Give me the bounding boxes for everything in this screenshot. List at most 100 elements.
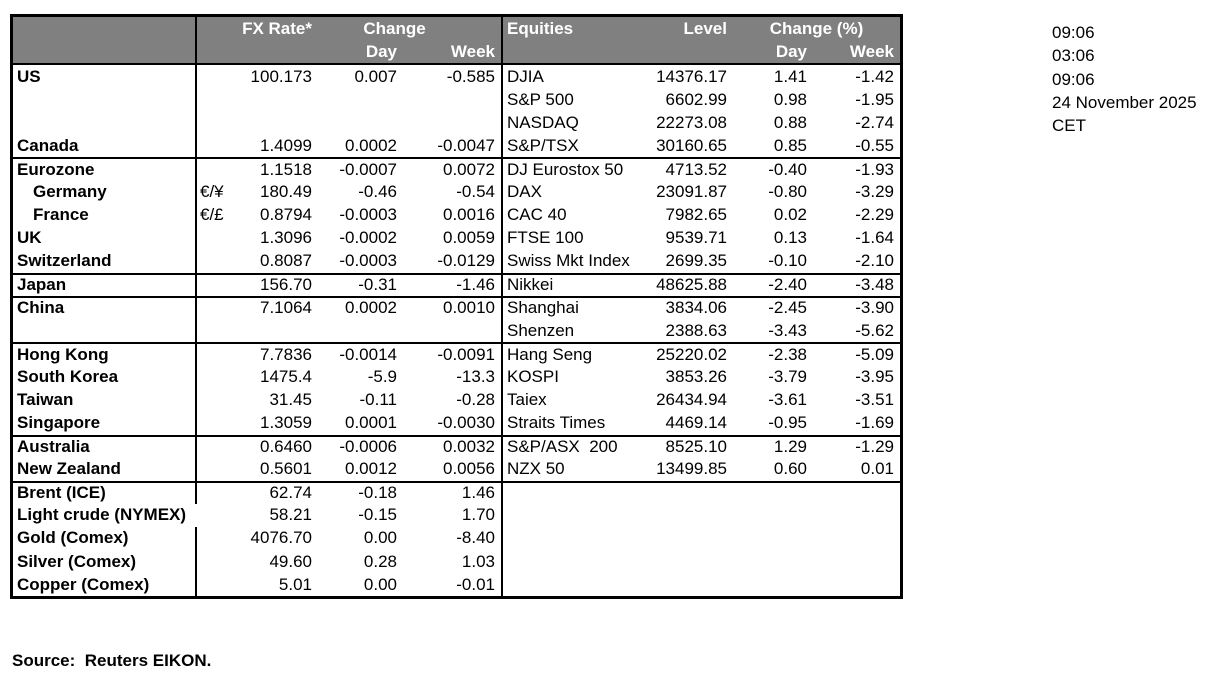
fx-week-change-cell: -0.0030 [405,411,501,434]
equity-index-cell: Nikkei [503,275,643,296]
header-eq-change: Change (%) [769,18,864,38]
currency-pair-cell [197,365,233,388]
country-label-cell: Gold (Comex) [13,526,197,550]
equities-section [501,549,900,574]
header-row-1: FX Rate* Change Equities Level Change (%… [13,17,900,40]
fx-day-change-cell-text: 0.28 [363,551,397,571]
fx-rate-cell-text: 0.6460 [260,437,312,457]
currency-pair-cell [197,250,233,273]
header-fx-change: Change [363,18,426,38]
fx-day-change-cell-text: -0.0002 [339,228,397,248]
fx-rate-cell-text: 62.74 [269,483,312,503]
equity-level-cell: 8525.10 [643,437,733,458]
equity-level-cell-text: 9539.71 [665,228,727,248]
fx-day-change-cell-text: 0.0002 [345,298,397,318]
fx-day-change-cell-text: 0.0012 [345,459,397,479]
currency-pair-cell [197,573,233,596]
fx-day-change-cell-text: 0.0001 [345,412,397,432]
equity-week-change-cell-text: -0.55 [855,135,894,155]
equity-index-cell-text: DJ Eurostox 50 [507,159,624,179]
equity-level-cell: 13499.85 [643,458,733,481]
equity-index-cell-text: Taiex [507,389,547,409]
fx-rate-cell-text: 4076.70 [250,528,312,548]
equity-index-cell: Straits Times [503,411,643,434]
equity-index-cell: S&P/ASX 200 [503,437,643,458]
fx-week-change-cell-text: -0.28 [456,389,495,409]
equity-level-cell: 30160.65 [643,134,733,157]
equity-index-cell: DJ Eurostox 50 [503,159,643,180]
currency-pair-cell [197,437,233,458]
timezone-label: CET [1052,116,1086,136]
fx-week-change-cell: 0.0010 [405,298,501,319]
fx-week-change-cell: -0.54 [405,180,501,203]
equity-level-cell-text: 3834.06 [665,298,727,318]
country-label-cell: Japan [13,274,197,296]
fx-rate-cell-text: 0.8087 [260,251,312,271]
equity-index-cell: DJIA [503,65,643,88]
fx-day-change-cell: -0.0003 [320,250,405,273]
country-label-cell: Australia [13,436,197,458]
equity-index-cell: Taiex [503,388,643,411]
equity-week-change-cell-text: 0.01 [860,459,894,479]
equities-section: Hang Seng 25220.02 -2.38 -5.09 [501,344,900,366]
header-equities-section-2: Day Week [501,40,900,63]
country-label-cell-text: Australia [17,437,90,457]
equity-week-change-cell: -1.29 [813,437,900,458]
fx-day-change-cell-text: 0.007 [354,66,397,86]
currency-pair-cell [197,227,233,250]
country-label-cell: Switzerland [13,249,197,273]
fx-week-change-cell: 0.0072 [405,159,501,180]
equity-level-cell-text: 22273.08 [656,112,727,132]
equity-week-change-cell: -3.95 [813,365,900,388]
fx-week-change-cell-text: 1.70 [461,505,495,525]
fx-rate-cell-text: 1.3059 [260,412,312,432]
equity-day-change-cell [733,483,813,504]
equity-week-change-cell-text: -3.29 [855,182,894,202]
table-row: S&P 500 6602.99 0.98 -1.95 [13,88,900,112]
fx-day-change-cell-text: -0.18 [358,483,397,503]
fx-week-change-cell: -8.40 [405,527,501,550]
country-label-cell: South Korea [13,365,197,389]
fx-week-change-cell: -1.46 [405,275,501,296]
equity-week-change-cell: -1.95 [813,88,900,111]
equity-index-cell [503,504,643,527]
equity-level-cell: 25220.02 [643,344,733,365]
equity-day-change-cell-text: -0.40 [768,159,807,179]
timestamp-block: 09:06 03:06 09:06 24 November 2025 CET [1052,21,1197,137]
equity-index-cell: Swiss Mkt Index [503,250,643,273]
equity-week-change-cell: -2.29 [813,204,900,227]
equity-week-change-cell: -3.90 [813,298,900,319]
country-label-cell-text: China [17,298,65,318]
equity-week-change-cell-text: -5.62 [855,320,894,340]
equity-day-change-cell-text: 0.13 [773,228,807,248]
equity-day-change-cell-text: -0.10 [768,251,807,271]
equity-level-cell-text: 2388.63 [665,320,727,340]
equity-level-cell [643,573,733,596]
currency-pair-cell [197,134,233,157]
market-table: FX Rate* Change Equities Level Change (%… [10,14,903,600]
equities-section: FTSE 100 9539.71 0.13 -1.64 [501,226,900,250]
equity-index-cell-text: DAX [507,182,542,202]
fx-rate-cell-text: 0.5601 [260,459,312,479]
header-equities: Equities [507,18,574,38]
currency-pair-cell [197,344,233,365]
equity-index-cell: Shenzen [503,319,643,342]
equity-level-cell-text: 8525.10 [665,437,727,457]
fx-week-change-cell [405,88,501,111]
fx-day-change-cell: 0.0012 [320,458,405,481]
equity-week-change-cell [813,573,900,596]
currency-pair-cell [197,388,233,411]
fx-day-change-cell-text: -0.31 [358,275,397,295]
equity-index-cell-text: CAC 40 [507,205,567,225]
fx-day-change-cell-text: -0.0014 [339,344,397,364]
source-line: Source: Reuters EIKON. [12,651,212,670]
table-header: FX Rate* Change Equities Level Change (%… [13,17,900,65]
equity-day-change-cell-text: -0.95 [768,412,807,432]
equity-day-change-cell: -0.95 [733,411,813,434]
equity-level-cell [643,504,733,527]
equities-section: DAX 23091.87 -0.80 -3.29 [501,180,900,204]
fx-rate-cell-text: 180.49 [260,182,312,202]
fx-week-change-cell-text: -0.0091 [437,344,495,364]
equity-day-change-cell-text: 1.29 [773,437,807,457]
equity-day-change-cell: 1.29 [733,437,813,458]
